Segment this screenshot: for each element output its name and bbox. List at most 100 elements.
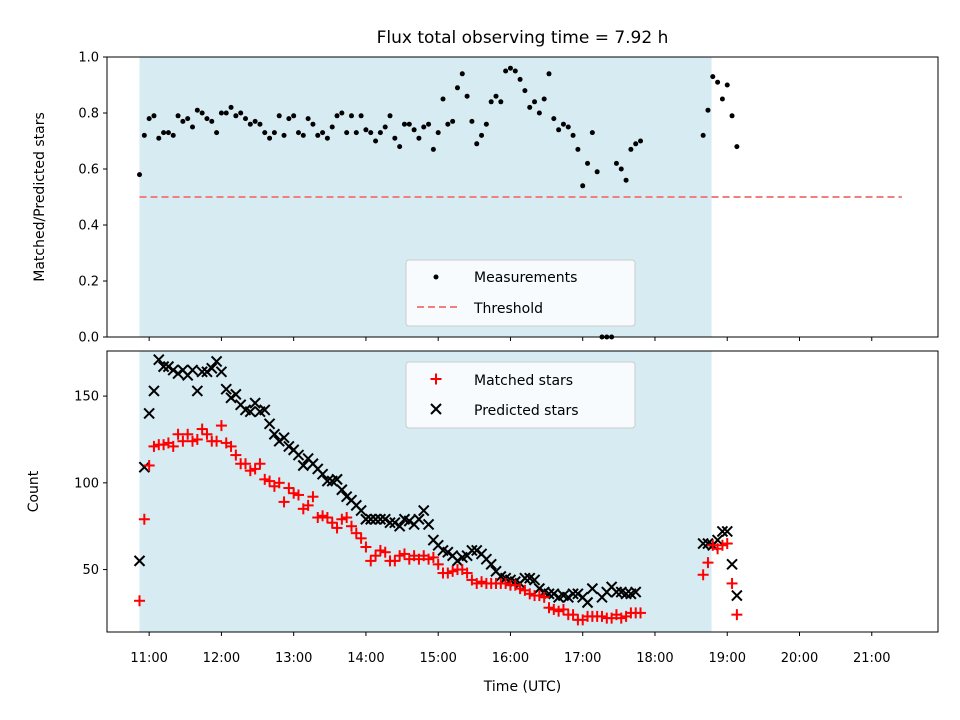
top-legend-box (405, 259, 636, 327)
measurement-point (156, 135, 162, 141)
matched-star-point (307, 491, 319, 503)
x-tick-label: 12:00 (203, 651, 240, 666)
matched-star-point (321, 512, 333, 524)
matched-star-point (143, 459, 155, 471)
predicted-star-point (528, 574, 541, 586)
matched-star-point (374, 544, 386, 556)
matched-star-point (716, 539, 728, 551)
bottom-axes-frame (106, 350, 939, 633)
predicted-star-point (259, 404, 271, 416)
matched-star-point (557, 603, 569, 615)
matched-star-point (259, 473, 271, 485)
matched-star-point (524, 588, 536, 600)
top-y-tick-label: 0.0 (78, 331, 99, 346)
measurement-point (243, 116, 248, 122)
measurement-point (459, 71, 465, 77)
measurement-point (445, 121, 451, 127)
matched-star-point (187, 435, 199, 447)
chart-title: Flux total observing time = 7.92 h (377, 28, 669, 48)
measurement-point (633, 141, 639, 147)
measurement-point (257, 121, 263, 127)
measurement-point (209, 118, 215, 124)
legend-matched-marker (430, 373, 442, 385)
x-tick-label: 20:00 (781, 651, 818, 666)
matched-star-point (317, 510, 329, 522)
predicted-star-point (148, 385, 160, 397)
measurement-point (329, 124, 335, 130)
predicted-star-point (466, 544, 478, 557)
predicted-star-point (360, 513, 372, 525)
predicted-star-point (268, 428, 281, 440)
matched-star-point (447, 565, 459, 577)
matched-star-point (553, 605, 565, 617)
measurement-point (392, 135, 398, 141)
predicted-star-point (610, 586, 623, 598)
measurement-point (397, 144, 403, 150)
measurement-point (580, 183, 586, 189)
legend-matched-symbol (430, 373, 442, 385)
predicted-star-point (393, 520, 406, 532)
matched-star-point (398, 548, 410, 560)
predicted-star-point (244, 406, 257, 418)
legend-threshold-label: Threshold (473, 301, 543, 317)
measurement-point (522, 88, 528, 94)
measurement-point (377, 130, 383, 136)
legend-predicted-symbol (430, 403, 442, 415)
measurement-point (344, 130, 350, 136)
matched-star-point (172, 428, 184, 440)
measurement-point (334, 113, 340, 119)
x-tick-label: 18:00 (636, 651, 673, 666)
matched-star-point (543, 602, 555, 614)
measurement-point (411, 127, 417, 133)
measurement-point (353, 130, 359, 136)
matched-star-point (360, 541, 372, 553)
matched-star-point (471, 577, 483, 589)
measurement-point (440, 96, 446, 102)
matched-star-point (240, 458, 251, 470)
predicted-star-point (191, 385, 204, 397)
matched-star-point (702, 557, 714, 569)
measurement-point (295, 130, 301, 136)
legend-measurements-label: Measurements (474, 270, 577, 286)
matched-star-point (345, 520, 357, 532)
bottom-legend-box (405, 361, 636, 429)
matched-star-point (215, 420, 227, 432)
matched-star-point (196, 423, 208, 435)
measurement-point (406, 121, 412, 127)
measurement-point (517, 76, 523, 82)
matched-star-point (500, 577, 512, 589)
measurement-point (483, 121, 489, 127)
measurement-point (705, 107, 711, 113)
matched-star-point (533, 590, 545, 602)
top-y-axis-label: Matched/Predicted stars (32, 112, 48, 282)
measurement-point (382, 124, 388, 130)
measurement-point (589, 130, 595, 136)
measurement-point (214, 130, 220, 136)
predicted-star-point (292, 449, 305, 461)
top-y-tick-label: 0.8 (78, 107, 99, 122)
predicted-star-point (336, 484, 348, 496)
measurement-point (724, 82, 730, 88)
predicted-star-point (215, 366, 228, 378)
measurement-point (498, 99, 504, 105)
matched-star-point (461, 567, 473, 579)
predicted-star-point (413, 513, 425, 525)
matched-star-point (432, 558, 444, 570)
predicted-star-point (230, 388, 242, 401)
predicted-star-point (210, 355, 223, 368)
predicted-star-point (297, 459, 310, 472)
measurement-point (710, 74, 716, 80)
measurement-point (204, 116, 210, 122)
predicted-star-point (153, 353, 165, 366)
x-tick-label: 14:00 (347, 651, 384, 666)
legend-matched-label: Matched stars (474, 373, 573, 389)
measurement-point (546, 71, 552, 77)
top-y-tick-label: 0.6 (78, 163, 99, 178)
measurement-point (416, 135, 422, 141)
x-tick-label: 17:00 (564, 651, 601, 666)
bottom-y-tick-label: 50 (82, 563, 99, 578)
predicted-star-point (133, 555, 146, 567)
predicted-star-point (355, 504, 367, 517)
measurement-point (170, 132, 176, 138)
